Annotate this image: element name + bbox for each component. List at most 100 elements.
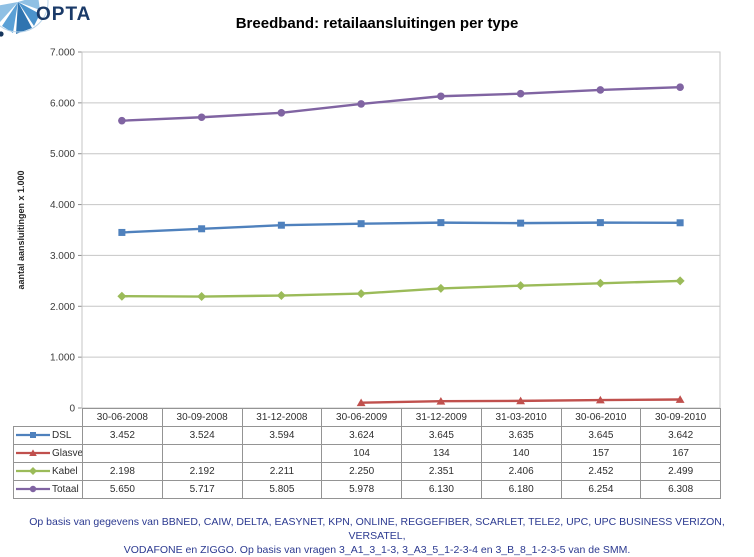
glasvezel-marker: [675, 395, 685, 403]
glasvezel-marker: [436, 396, 446, 405]
value-cell: 2.351: [401, 462, 482, 481]
glasvezel-marker: [516, 396, 526, 405]
y-tick-label: 4.000: [50, 200, 75, 211]
table-row: Totaal 5.650 5.717 5.805 5.978 6.130 6.180 6.25…: [13, 480, 721, 499]
kabel-marker: [197, 292, 207, 302]
line-chart: 0 1.000 2.000 3.000 4.000 5.000 6.000 7.000 aant…: [16, 48, 721, 415]
date-column-header: 30-09-2010: [640, 408, 721, 427]
glasvezel-marker: [356, 398, 366, 407]
dsl-marker: [596, 219, 604, 227]
value-cell: [161, 444, 243, 463]
y-tick-label: 7.000: [50, 48, 75, 59]
value-cell: [241, 444, 323, 463]
value-cell: 5.650: [82, 480, 163, 499]
kabel-marker: [516, 281, 526, 291]
value-cell: 140: [480, 444, 562, 463]
totaal-line: [120, 85, 682, 122]
table-row: DSL 3.452 3.524 3.594 3.624 3.645 3.635 3.645 3.…: [13, 426, 721, 445]
value-cell: 104: [321, 444, 402, 463]
kabel-marker: [276, 291, 286, 301]
date-column-header: 30-09-2008: [161, 408, 243, 427]
value-cell: 3.645: [401, 426, 482, 445]
date-column-header: 31-03-2010: [480, 408, 562, 427]
kabel-marker: [675, 276, 685, 286]
chart-data-table: 30-06-2008 30-09-2008 31-12-2008 30-06-2009…: [13, 408, 721, 499]
legend-cell-totaal: Totaal: [13, 480, 83, 499]
value-cell: 5.717: [161, 480, 243, 499]
y-tick-label: 2.000: [50, 302, 75, 313]
y-tick-label: 0: [69, 404, 75, 415]
dsl-marker: [118, 228, 126, 236]
dsl-marker: [277, 221, 285, 229]
value-cell: 6.308: [640, 480, 721, 499]
dsl-line: [120, 221, 682, 234]
value-cell: 2.452: [560, 462, 642, 481]
y-tick-label: 5.000: [50, 149, 75, 160]
value-cell: [82, 444, 163, 463]
date-column-header: 31-12-2009: [401, 408, 482, 427]
dsl-marker: [517, 219, 525, 227]
dsl-marker: [357, 220, 365, 228]
dsl-marker: [437, 219, 445, 227]
totaal-marker: [197, 113, 206, 122]
glasvezel-series-marker-icon: [16, 449, 50, 457]
kabel-marker: [356, 289, 366, 299]
source-note-line1: Op basis van gegevens van BBNED, CAIW, D…: [29, 516, 725, 542]
series-label: Glasvezel: [52, 447, 83, 459]
date-column-header: 30-06-2009: [321, 408, 402, 427]
value-cell: 5.978: [321, 480, 402, 499]
value-cell: 3.624: [321, 426, 402, 445]
value-cell: 3.452: [82, 426, 163, 445]
kabel-marker: [595, 278, 605, 288]
value-cell: 3.642: [640, 426, 721, 445]
totaal-marker: [676, 83, 684, 91]
value-cell: 3.524: [161, 426, 243, 445]
totaal-marker: [596, 86, 605, 94]
date-column-header: 31-12-2008: [241, 408, 323, 427]
dsl-marker: [198, 225, 206, 233]
y-axis-title: aantal aansluitingen x 1.000: [16, 170, 26, 289]
y-tick-label: 3.000: [50, 251, 75, 262]
kabel-marker: [436, 283, 446, 293]
chart-title: Breedband: retailaansluitingen per type: [235, 15, 519, 32]
dsl-series-marker-icon: [16, 432, 50, 439]
kabel-series-marker-icon: [16, 467, 50, 476]
source-note: Op basis van gegevens van BBNED, CAIW, D…: [0, 515, 754, 557]
totaal-series-marker-icon: [16, 486, 50, 493]
series-label: DSL: [52, 429, 72, 441]
opta-globe-icon: [0, 0, 49, 37]
value-cell: 2.198: [82, 462, 163, 481]
value-cell: 134: [401, 444, 482, 463]
date-column-header: 30-06-2010: [560, 408, 642, 427]
value-cell: 2.406: [480, 462, 562, 481]
kabel-line: [120, 279, 682, 298]
value-cell: 3.594: [241, 426, 323, 445]
value-cell: 3.645: [560, 426, 642, 445]
date-column-header: 30-06-2008: [82, 408, 163, 427]
value-cell: 6.180: [480, 480, 562, 499]
totaal-marker: [516, 89, 525, 98]
glasvezel-marker: [595, 395, 605, 404]
value-cell: 157: [560, 444, 642, 463]
value-cell: 6.130: [401, 480, 482, 499]
table-header-stub: [14, 409, 83, 427]
totaal-marker: [277, 108, 286, 117]
value-cell: 6.254: [560, 480, 642, 499]
value-cell: 3.635: [480, 426, 562, 445]
value-cell: 2.499: [640, 462, 721, 481]
totaal-marker: [357, 100, 365, 108]
legend-cell-dsl: DSL: [13, 426, 83, 445]
opta-logo: OPTA: [0, 0, 120, 42]
value-cell: 2.192: [161, 462, 243, 481]
value-cell: 167: [640, 444, 721, 463]
totaal-marker: [118, 116, 126, 125]
y-tick-label: 6.000: [50, 98, 75, 109]
table-row: Kabel 2.198 2.192 2.211 2.250 2.351 2.406 2.452…: [13, 462, 721, 481]
source-note-line2: VODAFONE en ZIGGO. Op basis van vragen 3…: [123, 544, 631, 556]
legend-cell-kabel: Kabel: [13, 462, 83, 481]
table-header-row: 30-06-2008 30-09-2008 31-12-2008 30-06-2009…: [14, 408, 721, 427]
legend-cell-glasvezel: Glasvezel: [13, 444, 83, 463]
kabel-marker: [117, 291, 127, 301]
series-label: Totaal: [52, 483, 79, 495]
